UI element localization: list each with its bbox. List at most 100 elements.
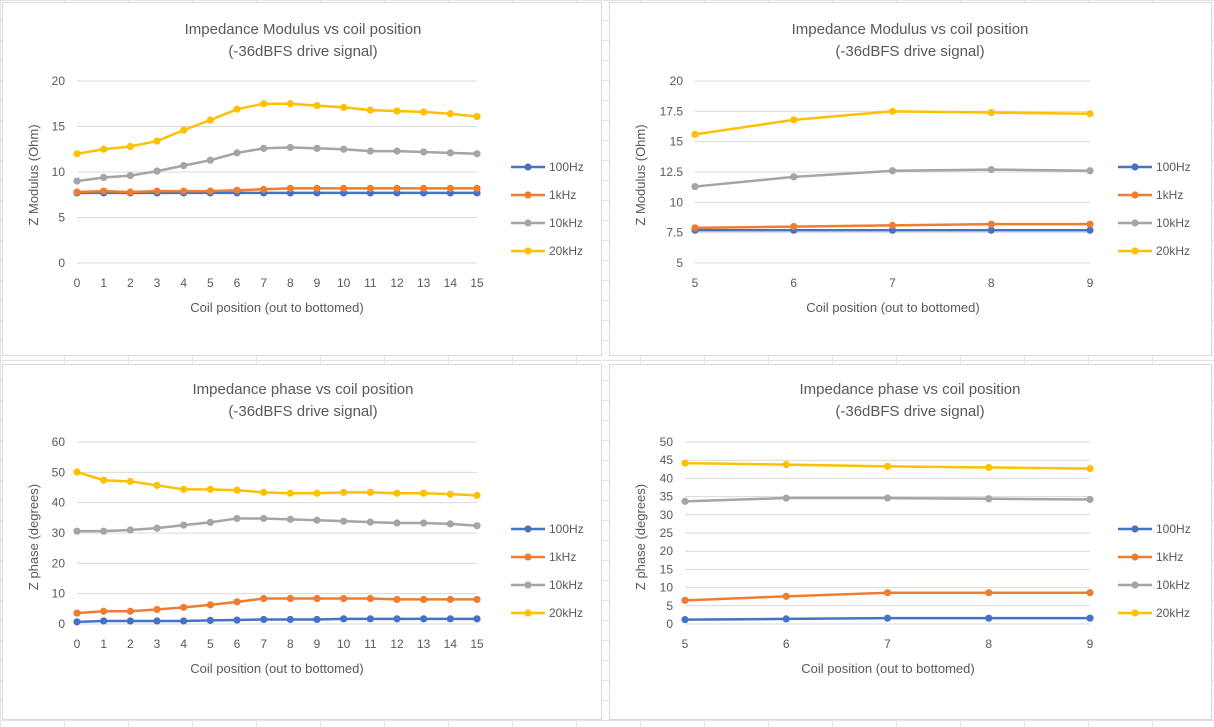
data-point — [420, 489, 428, 497]
legend-marker — [1131, 247, 1139, 255]
legend-item[interactable]: 1kHz — [1118, 188, 1183, 202]
legend-item[interactable]: 100Hz — [511, 160, 584, 174]
legend-item[interactable]: 1kHz — [1118, 550, 1183, 564]
legend-label: 1kHz — [1156, 188, 1183, 202]
x-tick-label: 1 — [100, 276, 107, 290]
x-axis-label: Coil position (out to bottomed) — [806, 300, 979, 315]
data-point — [473, 184, 481, 192]
data-point — [446, 184, 454, 192]
legend-item[interactable]: 20kHz — [1118, 606, 1190, 620]
y-tick-label: 25 — [660, 526, 674, 540]
chart-phase-full[interactable]: Impedance phase vs coil position (-36dBF… — [2, 364, 602, 720]
y-tick-label: 40 — [52, 496, 66, 510]
series-20kHz — [73, 468, 481, 499]
y-tick-label: 10 — [670, 195, 684, 209]
data-point — [180, 126, 188, 134]
legend-item[interactable]: 10kHz — [1118, 578, 1190, 592]
data-point — [1086, 226, 1094, 234]
data-point — [100, 476, 108, 484]
data-point — [985, 495, 993, 503]
series-line — [76, 470, 478, 497]
chart-svg: Impedance phase vs coil position (-36dBF… — [633, 381, 1191, 676]
data-point — [782, 460, 790, 469]
series-20kHz — [73, 100, 481, 158]
data-point — [366, 615, 374, 623]
series-line — [76, 597, 477, 615]
y-tick-label: 0 — [58, 256, 65, 270]
data-point — [73, 468, 81, 476]
legend-item[interactable]: 10kHz — [1118, 216, 1190, 230]
data-point — [233, 105, 241, 113]
chart-modulus-zoom[interactable]: Impedance Modulus vs coil position (-36d… — [609, 2, 1212, 356]
data-point — [180, 603, 188, 611]
x-tick-label: 13 — [417, 276, 431, 290]
data-point — [888, 167, 897, 175]
data-point — [691, 130, 699, 138]
data-point — [366, 147, 374, 155]
data-point — [206, 187, 214, 195]
x-tick-label: 15 — [470, 276, 484, 290]
data-point — [153, 524, 161, 532]
data-point — [313, 144, 321, 152]
y-tick-label: 17.5 — [660, 104, 684, 118]
x-tick-label: 9 — [1087, 276, 1094, 290]
legend-item[interactable]: 20kHz — [511, 244, 583, 258]
x-tick-label: 8 — [287, 276, 294, 290]
x-tick-label: 5 — [692, 276, 699, 290]
chart-title: Impedance Modulus vs coil position — [185, 21, 422, 38]
legend-item[interactable]: 1kHz — [511, 550, 576, 564]
legend-item[interactable]: 20kHz — [511, 606, 583, 620]
y-axis-label: Z phase (degrees) — [633, 484, 648, 590]
legend-item[interactable]: 20kHz — [1118, 244, 1190, 258]
x-tick-label: 12 — [390, 637, 404, 651]
data-point — [446, 615, 454, 623]
chart-modulus-full[interactable]: Impedance Modulus vs coil position (-36d… — [2, 2, 602, 356]
y-tick-label: 5 — [58, 211, 65, 225]
data-point — [681, 596, 689, 604]
series-20kHz — [681, 459, 1094, 473]
data-point — [366, 594, 374, 603]
data-point — [206, 485, 214, 493]
y-tick-label: 50 — [660, 435, 674, 449]
x-tick-label: 14 — [444, 637, 458, 651]
data-point — [126, 607, 134, 615]
data-point — [987, 220, 995, 228]
x-tick-label: 4 — [180, 276, 187, 290]
y-axis-label: Z Modulus (Ohm) — [633, 124, 648, 225]
legend-item[interactable]: 10kHz — [511, 216, 583, 230]
data-point — [691, 182, 699, 191]
data-point — [888, 221, 897, 229]
data-point — [790, 116, 798, 124]
data-point — [313, 489, 321, 497]
data-point — [260, 144, 268, 152]
legend-label: 10kHz — [549, 578, 583, 592]
legend-item[interactable]: 100Hz — [1118, 160, 1191, 174]
legend-label: 20kHz — [549, 244, 583, 258]
legend-item[interactable]: 100Hz — [511, 522, 584, 536]
data-point — [987, 108, 995, 117]
data-point — [420, 615, 428, 623]
legend-label: 1kHz — [549, 550, 576, 564]
x-axis-label: Coil position (out to bottomed) — [190, 661, 363, 676]
data-point — [100, 173, 108, 182]
legend-label: 20kHz — [549, 606, 583, 620]
x-axis-label: Coil position (out to bottomed) — [190, 300, 363, 315]
series-10kHz — [691, 165, 1094, 191]
data-point — [366, 518, 374, 526]
legend-label: 10kHz — [1156, 578, 1190, 592]
data-point — [206, 156, 214, 164]
data-point — [366, 106, 374, 114]
legend-item[interactable]: 10kHz — [511, 578, 583, 592]
data-point — [1086, 464, 1094, 473]
x-tick-label: 6 — [234, 637, 241, 651]
data-point — [260, 594, 268, 603]
chart-phase-zoom[interactable]: Impedance phase vs coil position (-36dBF… — [609, 364, 1212, 720]
data-point — [883, 462, 892, 470]
x-tick-label: 4 — [180, 637, 187, 651]
data-point — [260, 514, 268, 523]
x-tick-label: 11 — [364, 637, 377, 651]
legend-item[interactable]: 1kHz — [511, 188, 576, 202]
legend-item[interactable]: 100Hz — [1118, 522, 1191, 536]
x-tick-label: 10 — [337, 637, 351, 651]
chart-svg: Impedance Modulus vs coil position (-36d… — [633, 21, 1191, 315]
